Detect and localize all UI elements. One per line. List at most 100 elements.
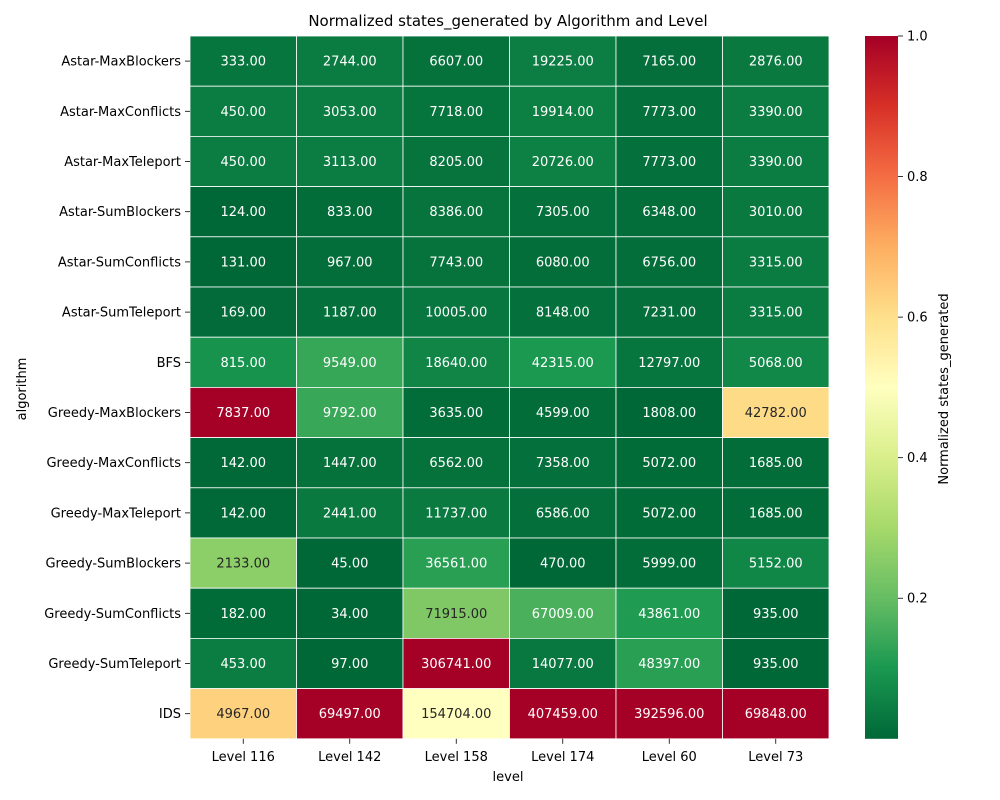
x-axis-title: level <box>493 770 524 785</box>
cell-value-label: 19914.00 <box>532 105 594 120</box>
heatmap-cell <box>402 186 510 238</box>
colorbar-gradient <box>865 36 898 739</box>
cell-value-label: 97.00 <box>331 657 368 672</box>
cell-value-label: 833.00 <box>327 205 373 220</box>
heatmap-cell <box>615 236 723 288</box>
cell-value-label: 2441.00 <box>323 506 377 521</box>
y-axis-ticks: Astar-MaxBlockers Astar-MaxConflicts Astar… <box>44 55 190 722</box>
cell-value-label: 1447.00 <box>323 456 377 471</box>
heatmap-cell <box>615 35 723 87</box>
heatmap-cell <box>402 336 510 388</box>
heatmap-cell <box>296 437 404 489</box>
heatmap-cell <box>722 688 830 740</box>
y-axis-title: algorithm <box>15 358 30 421</box>
y-tick-label-greedy-sumconflicts: Greedy-SumConflicts <box>44 607 181 622</box>
colorbar-tick-label: 0.4 <box>907 451 928 466</box>
y-tick-label-astar-maxteleport: Astar-MaxTeleport <box>64 155 181 170</box>
cell-value-label: 67009.00 <box>532 607 594 622</box>
cell-value-label: 1685.00 <box>749 456 803 471</box>
colorbar-tick-label: 0.8 <box>907 170 928 185</box>
cell-value-label: 6348.00 <box>642 205 696 220</box>
y-tick-label-greedy-maxconflicts: Greedy-MaxConflicts <box>46 456 181 471</box>
heatmap-cell <box>402 487 510 539</box>
cell-value-label: 470.00 <box>540 557 586 572</box>
cell-value-label: 5999.00 <box>642 557 696 572</box>
heatmap-cell <box>509 186 617 238</box>
cell-value-label: 5072.00 <box>642 456 696 471</box>
colorbar-title: Normalized states_generated <box>937 293 952 484</box>
cell-value-label: 45.00 <box>331 557 368 572</box>
heatmap-cell <box>189 135 297 187</box>
x-tick-label-level-142: Level 142 <box>318 750 381 765</box>
cell-value-label: 19225.00 <box>532 55 594 70</box>
cell-value-label: 407459.00 <box>528 707 598 722</box>
y-tick-label-greedy-maxblockers: Greedy-MaxBlockers <box>48 406 181 421</box>
cell-value-label: 154704.00 <box>421 707 491 722</box>
y-tick-label-greedy-maxteleport: Greedy-MaxTeleport <box>51 506 181 521</box>
heatmap-cell <box>722 186 830 238</box>
y-tick-label-ids: IDS <box>159 707 181 722</box>
x-tick-label-level-60: Level 60 <box>642 750 697 765</box>
cell-value-label: 71915.00 <box>425 607 487 622</box>
heatmap-cell <box>189 537 297 589</box>
cell-value-label: 3315.00 <box>749 306 803 321</box>
cell-value-label: 43861.00 <box>638 607 700 622</box>
heatmap-cell <box>189 688 297 740</box>
heatmap-cell <box>296 638 404 690</box>
x-tick-label-level-73: Level 73 <box>748 750 803 765</box>
cell-value-label: 10005.00 <box>425 306 487 321</box>
cell-value-label: 34.00 <box>331 607 368 622</box>
cell-value-label: 36561.00 <box>425 557 487 572</box>
heatmap-cell <box>722 437 830 489</box>
heatmap-cell <box>189 638 297 690</box>
heatmap-cell <box>615 286 723 338</box>
y-tick-label-astar-sumteleport: Astar-SumTeleport <box>62 306 181 321</box>
heatmap-cell <box>402 35 510 87</box>
heatmap-cell <box>189 236 297 288</box>
cell-value-label: 131.00 <box>221 255 267 270</box>
cell-value-label: 7165.00 <box>642 55 696 70</box>
heatmap-cell <box>615 186 723 238</box>
cell-value-label: 182.00 <box>221 607 267 622</box>
heatmap-cell <box>509 35 617 87</box>
y-tick-label-astar-sumconflicts: Astar-SumConflicts <box>58 255 181 270</box>
heatmap-cell <box>615 487 723 539</box>
cell-value-label: 14077.00 <box>532 657 594 672</box>
cell-value-label: 4599.00 <box>536 406 590 421</box>
x-tick-label-level-116: Level 116 <box>212 750 275 765</box>
cell-value-label: 3113.00 <box>323 155 377 170</box>
cell-value-label: 169.00 <box>221 306 267 321</box>
chart-title: Normalized states_generated by Algorithm… <box>308 12 707 31</box>
heatmap-cell <box>509 386 617 438</box>
x-tick-label-level-174: Level 174 <box>531 750 594 765</box>
cell-value-label: 815.00 <box>221 356 267 371</box>
heatmap-cell <box>189 487 297 539</box>
heatmap-cell <box>296 336 404 388</box>
y-tick-label-greedy-sumteleport: Greedy-SumTeleport <box>48 657 181 672</box>
y-tick-label-greedy-sumblockers: Greedy-SumBlockers <box>45 557 181 572</box>
cell-value-label: 1685.00 <box>749 506 803 521</box>
cell-value-label: 142.00 <box>221 506 267 521</box>
heatmap-cell <box>509 688 617 740</box>
heatmap-cell <box>722 135 830 187</box>
cell-value-label: 1808.00 <box>642 406 696 421</box>
heatmap-cell <box>722 587 830 639</box>
colorbar-tick-label: 1.0 <box>907 30 928 45</box>
heatmap-cell <box>189 186 297 238</box>
cell-value-label: 9792.00 <box>323 406 377 421</box>
cell-value-label: 11737.00 <box>425 506 487 521</box>
cell-value-label: 935.00 <box>753 657 799 672</box>
cell-value-label: 3635.00 <box>429 406 483 421</box>
heatmap-cell <box>509 85 617 137</box>
cell-value-label: 7231.00 <box>642 306 696 321</box>
cell-value-label: 306741.00 <box>421 657 491 672</box>
x-tick-label-level-158: Level 158 <box>425 750 488 765</box>
heatmap-cell <box>509 336 617 388</box>
heatmap-cell <box>402 437 510 489</box>
cell-value-label: 6080.00 <box>536 255 590 270</box>
heatmap-cell <box>189 587 297 639</box>
cell-value-label: 48397.00 <box>638 657 700 672</box>
cell-value-label: 5068.00 <box>749 356 803 371</box>
heatmap-cell <box>402 638 510 690</box>
cell-value-label: 124.00 <box>221 205 267 220</box>
